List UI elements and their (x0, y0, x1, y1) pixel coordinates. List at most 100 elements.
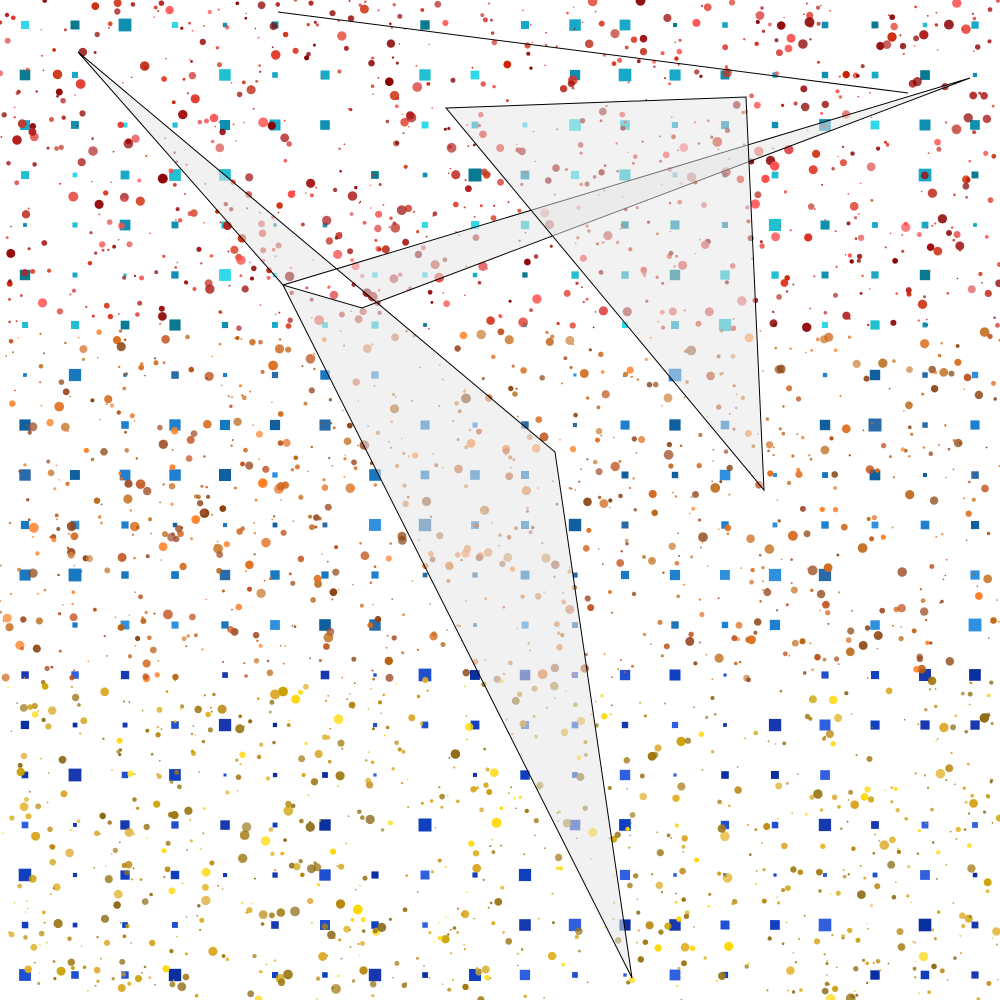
scatter-dot (350, 258, 354, 262)
scatter-dot (35, 617, 44, 625)
scatter-dot (917, 319, 920, 322)
scatter-dot (185, 916, 188, 918)
scatter-dot (347, 15, 355, 22)
scatter-dot (395, 683, 398, 685)
scatter-dot (781, 431, 786, 436)
scatter-dot (712, 460, 714, 462)
scatter-dot (933, 246, 943, 256)
scatter-dot (252, 953, 257, 959)
scatter-dot (290, 580, 296, 586)
scatter-dot (929, 270, 931, 273)
scatter-dot (310, 778, 319, 786)
scatter-dot (537, 917, 540, 920)
scatter-dot (383, 734, 386, 737)
scatter-dot (963, 497, 965, 500)
scatter-dot (636, 941, 638, 944)
scatter-dot (100, 914, 110, 923)
scatter-dot (791, 812, 794, 815)
scatter-dot (579, 369, 589, 378)
scatter-dot (766, 989, 769, 992)
grid-square (868, 418, 882, 432)
scatter-dot (703, 3, 712, 12)
scatter-dot (389, 216, 393, 220)
scatter-dot (767, 936, 772, 941)
scatter-dot (431, 107, 434, 109)
scatter-dot (172, 673, 179, 681)
scatter-dot (119, 329, 123, 333)
scatter-dot (194, 734, 197, 736)
scatter-dot (820, 111, 824, 115)
scatter-dot (764, 544, 775, 554)
scatter-dot (623, 371, 629, 377)
scatter-dot (395, 140, 400, 146)
scatter-dot (348, 0, 351, 2)
scatter-dot (93, 607, 97, 612)
scatter-dot (832, 506, 839, 513)
scatter-dot (841, 145, 845, 148)
grid-square (921, 221, 929, 229)
scatter-dot (969, 681, 973, 685)
scatter-dot (516, 952, 519, 955)
scatter-dot (231, 439, 234, 441)
scatter-dot (241, 395, 247, 401)
scatter-dot (584, 39, 594, 49)
scatter-dot (870, 199, 874, 202)
scatter-dot (47, 268, 52, 273)
scatter-dot (912, 940, 915, 943)
scatter-dot (53, 487, 57, 491)
scatter-dot (314, 749, 323, 759)
scatter-dot (580, 468, 583, 471)
scatter-dot (747, 635, 756, 645)
scatter-dot (924, 708, 928, 712)
scatter-dot (93, 497, 101, 504)
scatter-dot (985, 446, 988, 449)
grid-square (21, 171, 29, 179)
grid-square (870, 620, 880, 630)
scatter-dot (307, 898, 314, 905)
scatter-dot (996, 262, 1000, 267)
scatter-dot (866, 517, 871, 521)
grid-square (220, 120, 231, 131)
scatter-dot (324, 699, 328, 703)
scatter-dot (928, 365, 936, 374)
scatter-dot (224, 25, 230, 30)
scatter-dot (77, 158, 86, 167)
scatter-dot (258, 339, 263, 345)
scatter-dot (73, 669, 75, 672)
scatter-dot (122, 275, 127, 280)
grid-square (620, 570, 630, 580)
scatter-dot (945, 779, 948, 782)
scatter-dot (426, 689, 429, 692)
scatter-dot (208, 946, 218, 957)
scatter-dot (637, 929, 640, 932)
scatter-dot (9, 592, 12, 596)
scatter-dot (979, 327, 990, 337)
grid-square (871, 21, 879, 29)
scatter-dot (663, 449, 674, 460)
scatter-dot (451, 978, 454, 981)
scatter-dot (301, 222, 305, 227)
scatter-dot (967, 691, 973, 697)
scatter-dot (91, 180, 93, 183)
scatter-dot (128, 701, 131, 704)
scatter-dot (310, 445, 313, 449)
grid-square (319, 869, 331, 881)
scatter-dot (324, 503, 332, 511)
scatter-dot (201, 867, 211, 877)
scatter-dot (599, 499, 609, 508)
scatter-dot (718, 972, 726, 980)
grid-square (869, 369, 881, 381)
grid-square (771, 271, 779, 279)
scatter-dot (75, 79, 86, 89)
scatter-dot (10, 225, 12, 228)
scatter-dot (160, 559, 162, 561)
grid-square (171, 571, 179, 579)
scatter-dot (134, 645, 137, 647)
scatter-dot (852, 359, 861, 368)
scatter-dot (905, 490, 915, 500)
scatter-dot (962, 786, 966, 790)
scatter-dot (345, 842, 348, 845)
scatter-dot (618, 460, 622, 463)
scatter-dot (165, 840, 171, 846)
scatter-dot (545, 31, 547, 34)
